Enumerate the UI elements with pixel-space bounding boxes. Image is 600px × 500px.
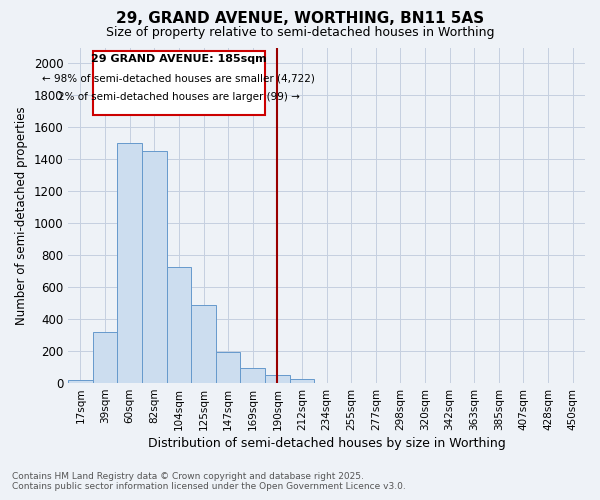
Text: 29 GRAND AVENUE: 185sqm: 29 GRAND AVENUE: 185sqm [91,54,267,64]
Bar [68,380,93,383]
Bar [191,305,216,383]
Text: ← 98% of semi-detached houses are smaller (4,722): ← 98% of semi-detached houses are smalle… [43,73,316,83]
X-axis label: Distribution of semi-detached houses by size in Worthing: Distribution of semi-detached houses by … [148,437,505,450]
Bar [142,152,167,383]
Text: 29, GRAND AVENUE, WORTHING, BN11 5AS: 29, GRAND AVENUE, WORTHING, BN11 5AS [116,11,484,26]
Y-axis label: Number of semi-detached properties: Number of semi-detached properties [15,106,28,324]
Bar [216,352,241,383]
Text: Size of property relative to semi-detached houses in Worthing: Size of property relative to semi-detach… [106,26,494,39]
Bar [290,379,314,383]
Bar [118,144,142,383]
Bar [241,368,265,383]
Text: Contains HM Land Registry data © Crown copyright and database right 2025.
Contai: Contains HM Land Registry data © Crown c… [12,472,406,491]
FancyBboxPatch shape [93,50,265,114]
Bar [265,375,290,383]
Bar [93,332,118,383]
Text: 2% of semi-detached houses are larger (99) →: 2% of semi-detached houses are larger (9… [58,92,300,102]
Bar [167,267,191,383]
